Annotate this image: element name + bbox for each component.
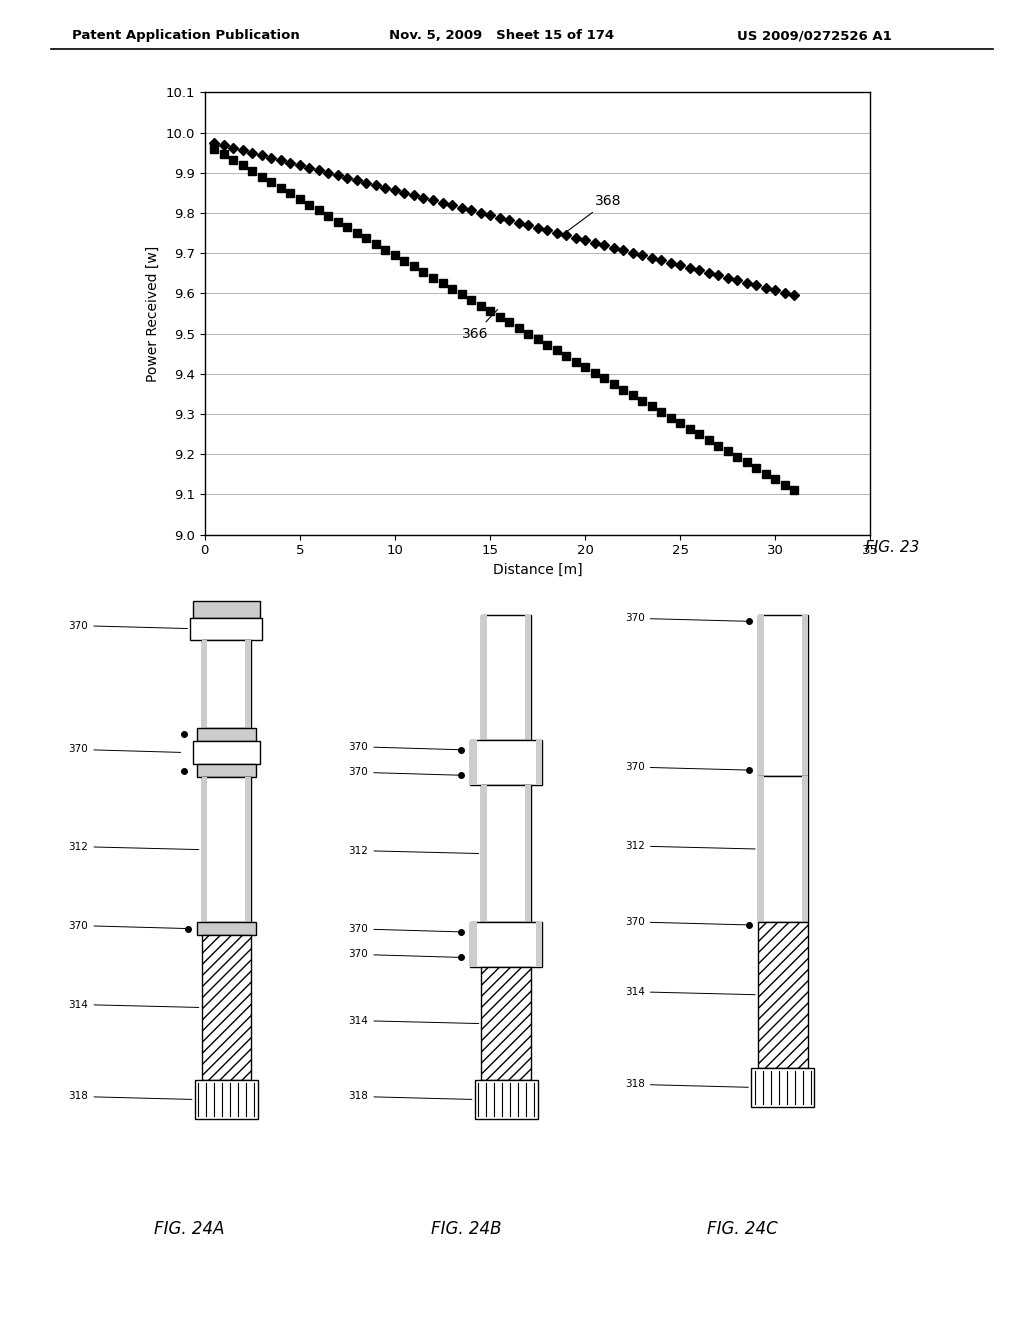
Bar [470,921,543,968]
Text: 370: 370 [69,920,185,931]
Bar [752,1068,814,1107]
Text: 370: 370 [625,614,746,623]
Bar [202,639,207,727]
Text: 314: 314 [69,999,199,1010]
Text: US 2009/0272526 A1: US 2009/0272526 A1 [737,29,892,42]
Text: 368: 368 [559,194,622,238]
Bar [525,785,531,921]
Text: 370: 370 [69,620,187,631]
Bar [470,921,476,968]
Text: 314: 314 [348,1015,478,1026]
Text: 370: 370 [69,744,180,755]
Text: 318: 318 [625,1080,749,1089]
Text: 370: 370 [348,924,459,935]
Text: 370: 370 [348,767,459,777]
Bar [202,777,251,921]
Bar [481,785,487,921]
Text: 312: 312 [348,846,478,855]
Text: 370: 370 [348,949,459,960]
Text: 370: 370 [348,742,459,752]
Bar [802,615,808,776]
Bar [202,936,251,1080]
Bar [758,615,764,776]
Bar [197,727,256,741]
Bar [536,921,543,968]
X-axis label: Distance [m]: Distance [m] [493,562,583,577]
Text: 366: 366 [462,309,498,341]
Bar [758,615,808,776]
Text: 370: 370 [625,917,746,927]
Bar [202,777,207,921]
Bar [197,921,256,936]
Bar [481,615,531,739]
Bar [758,776,764,921]
Bar [536,739,543,785]
Bar [475,1080,538,1119]
Text: 314: 314 [625,987,755,997]
Bar [481,615,487,739]
Bar [197,764,256,777]
Bar [246,639,251,727]
Text: Nov. 5, 2009   Sheet 15 of 174: Nov. 5, 2009 Sheet 15 of 174 [389,29,614,42]
Text: 318: 318 [69,1092,191,1101]
Bar [470,739,543,785]
Text: 318: 318 [348,1092,472,1101]
Y-axis label: Power Received [w]: Power Received [w] [146,246,160,381]
Bar [525,615,531,739]
Bar [246,777,251,921]
Bar [481,785,531,921]
Bar [193,601,260,618]
Bar [202,639,251,727]
Text: FIG. 23: FIG. 23 [865,540,920,554]
Text: FIG. 24A: FIG. 24A [155,1220,224,1238]
Bar [758,921,808,1068]
Bar [470,739,476,785]
Bar [193,741,260,764]
Bar [802,776,808,921]
Text: 312: 312 [69,842,199,851]
Text: 370: 370 [625,762,746,772]
Text: 312: 312 [625,841,755,851]
Bar [758,776,808,921]
Bar [190,618,262,639]
Text: FIG. 24C: FIG. 24C [707,1220,778,1238]
Text: Patent Application Publication: Patent Application Publication [72,29,299,42]
Bar [481,968,531,1080]
Text: FIG. 24B: FIG. 24B [431,1220,501,1238]
Bar [195,1080,258,1119]
